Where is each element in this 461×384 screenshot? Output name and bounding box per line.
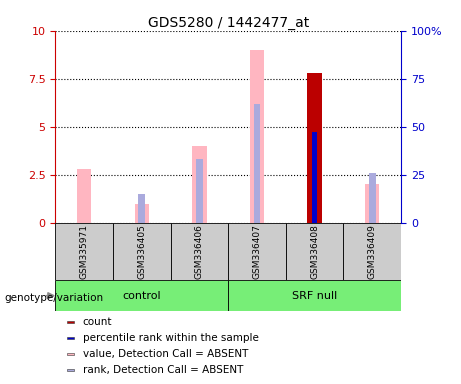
Bar xyxy=(55,223,113,280)
Text: genotype/variation: genotype/variation xyxy=(5,293,104,303)
Bar xyxy=(250,50,264,223)
Bar xyxy=(135,204,149,223)
Bar xyxy=(67,369,74,371)
Text: count: count xyxy=(83,317,112,327)
Bar xyxy=(67,321,74,323)
Bar xyxy=(228,223,286,280)
Text: GSM336408: GSM336408 xyxy=(310,224,319,279)
Bar xyxy=(67,353,74,355)
Bar xyxy=(313,132,317,223)
Title: GDS5280 / 1442477_at: GDS5280 / 1442477_at xyxy=(148,16,309,30)
Text: GSM336405: GSM336405 xyxy=(137,224,146,279)
Bar xyxy=(138,194,145,223)
Bar xyxy=(77,169,91,223)
Bar xyxy=(171,223,228,280)
Bar xyxy=(343,223,401,280)
Bar xyxy=(196,159,203,223)
Bar xyxy=(286,223,343,280)
Bar xyxy=(67,337,74,339)
Bar xyxy=(192,146,207,223)
Bar xyxy=(307,73,322,223)
Bar xyxy=(369,173,376,223)
Bar xyxy=(55,280,228,311)
Text: GSM336409: GSM336409 xyxy=(368,224,377,279)
Text: GSM336407: GSM336407 xyxy=(253,224,261,279)
Text: control: control xyxy=(123,291,161,301)
Text: GSM335971: GSM335971 xyxy=(80,224,89,279)
Bar xyxy=(254,104,260,223)
Text: SRF null: SRF null xyxy=(292,291,337,301)
Bar xyxy=(228,280,401,311)
Text: GSM336406: GSM336406 xyxy=(195,224,204,279)
Text: percentile rank within the sample: percentile rank within the sample xyxy=(83,333,259,343)
Bar xyxy=(113,223,171,280)
Bar xyxy=(365,184,379,223)
Text: rank, Detection Call = ABSENT: rank, Detection Call = ABSENT xyxy=(83,365,243,375)
Text: value, Detection Call = ABSENT: value, Detection Call = ABSENT xyxy=(83,349,248,359)
